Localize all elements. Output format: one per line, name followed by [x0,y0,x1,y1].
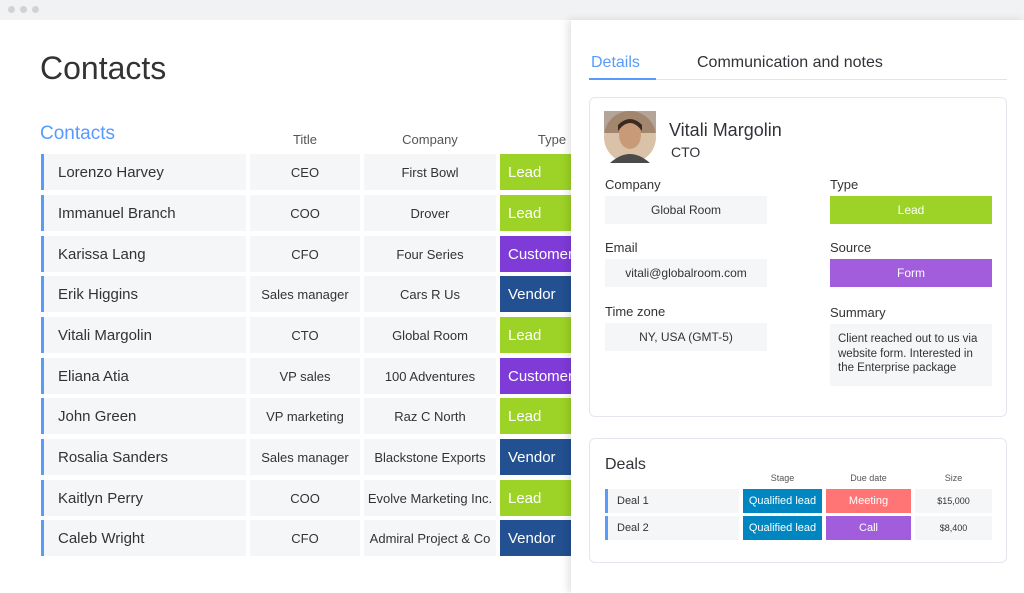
field-value: Client reached out to us via website for… [830,324,992,386]
window-dot [32,6,39,13]
field-label: Company [605,177,661,192]
field-value: NY, USA (GMT-5) [605,323,767,351]
type-cell: Customer [500,358,571,394]
deal-stage: Qualified lead [743,489,822,513]
field-label: Summary [830,305,886,320]
contact-name-cell[interactable]: John Green [41,398,246,434]
deal-due: Meeting [826,489,911,513]
contact-role: CTO [671,144,701,160]
contact-name-cell[interactable]: Eliana Atia [41,358,246,394]
deal-size: $15,000 [915,489,992,513]
title-cell: Sales manager [250,439,360,475]
tab-rule [589,79,1007,80]
group-title[interactable]: Contacts [40,123,115,144]
title-cell: CEO [250,154,360,190]
deals-title: Deals [605,456,646,473]
field-label: Source [830,240,872,255]
field-label: Time zone [605,304,666,319]
browser-bar [0,0,1024,20]
contact-name-cell[interactable]: Caleb Wright [41,520,246,556]
field-value: Lead [830,196,992,224]
deal-stage: Qualified lead [743,516,822,540]
contact-name-cell[interactable]: Erik Higgins [41,276,246,312]
type-cell: Lead [500,398,571,434]
avatar [604,111,656,163]
deal-name[interactable]: Deal 2 [605,516,739,540]
title-cell: VP marketing [250,398,360,434]
company-cell: Four Series [364,236,496,272]
deal-due: Call [826,516,911,540]
field-label: Type [830,177,859,192]
window-dot [20,6,27,13]
type-cell: Lead [500,195,571,231]
contact-name-cell[interactable]: Karissa Lang [41,236,246,272]
contact-name-cell[interactable]: Lorenzo Harvey [41,154,246,190]
field-value: vitali@globalroom.com [605,259,767,287]
type-cell: Vendor [500,276,571,312]
type-cell: Vendor [500,439,571,475]
deals-header: Due date [850,473,887,483]
company-cell: 100 Adventures [364,358,496,394]
title-cell: VP sales [250,358,360,394]
window-dot [8,6,15,13]
tab[interactable]: Details [591,54,640,71]
company-cell: Global Room [364,317,496,353]
field-value: Global Room [605,196,767,224]
column-header: Title [292,132,318,147]
title-cell: CTO [250,317,360,353]
company-cell: Blackstone Exports [364,439,496,475]
company-cell: Cars R Us [364,276,496,312]
type-cell: Lead [500,317,571,353]
title-cell: COO [250,480,360,516]
contact-name-cell[interactable]: Immanuel Branch [41,195,246,231]
company-cell: First Bowl [364,154,496,190]
contact-name-cell[interactable]: Vitali Margolin [41,317,246,353]
deal-name[interactable]: Deal 1 [605,489,739,513]
deal-size: $8,400 [915,516,992,540]
company-cell: Admiral Project & Co [364,520,496,556]
page-title: Contacts [40,50,167,86]
contact-name-cell[interactable]: Rosalia Sanders [41,439,246,475]
company-cell: Evolve Marketing Inc. [364,480,496,516]
title-cell: COO [250,195,360,231]
tab-underline [589,78,656,80]
company-cell: Raz C North [364,398,496,434]
contact-name: Vitali Margolin [669,120,782,140]
contact-name-cell[interactable]: Kaitlyn Perry [41,480,246,516]
title-cell: CFO [250,520,360,556]
type-cell: Customer [500,236,571,272]
company-cell: Drover [364,195,496,231]
column-header: Type [537,132,567,147]
tab[interactable]: Communication and notes [697,54,883,71]
column-header: Company [402,132,458,147]
field-value: Form [830,259,992,287]
type-cell: Lead [500,480,571,516]
title-cell: Sales manager [250,276,360,312]
deals-header: Size [944,473,963,483]
field-label: Email [605,240,638,255]
deals-header: Stage [770,473,795,483]
type-cell: Lead [500,154,571,190]
title-cell: CFO [250,236,360,272]
type-cell: Vendor [500,520,571,556]
